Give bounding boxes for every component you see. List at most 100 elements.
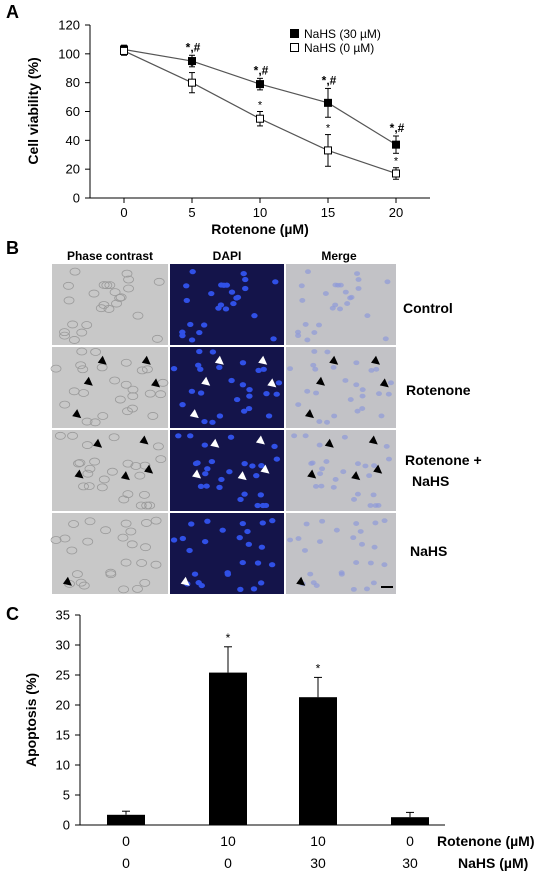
y-tick-label: 60 [66,104,80,119]
arrowhead-marker [189,409,199,419]
cell-outline [88,289,100,298]
nucleus [355,286,362,291]
cell-outline [76,328,88,337]
nucleus [355,277,362,282]
nucleus [197,390,205,396]
arrowhead-marker [368,435,378,445]
cell-outline [144,389,156,398]
data-point [392,169,400,178]
cell-outline [75,578,87,587]
panel-c-bar-chart: 0 5 10 15 20 25 30 35 * * Apoptosis (%) 0 0 10 0 10 3… [23,608,535,872]
nucleus [329,305,336,311]
nucleus [241,461,248,467]
cell-outline [132,584,143,593]
nucleus [302,322,309,327]
nucleus [197,366,204,372]
arrowhead-marker [255,435,265,445]
nucleus [228,289,236,295]
cell-outline [122,459,134,468]
arrowhead-marker [214,355,224,365]
nucleus [191,571,199,577]
rotenone-value: 0 [406,833,414,849]
row-label-rotenone-plus: Rotenone + [405,452,482,468]
cell-outline [100,526,112,535]
row-label-rotenone: Rotenone [406,382,471,398]
cell-outline [109,288,121,297]
nucleus [301,548,308,553]
column-label-merge: Merge [321,249,357,263]
nucleus [287,366,294,372]
arrowhead-marker [139,435,149,445]
nucleus [304,269,311,275]
nucleus [295,333,302,339]
nucleus [371,544,378,550]
data-point [324,98,332,107]
bar [209,672,247,825]
cell-outline [120,519,132,528]
arrowhead-marker [316,376,325,386]
cell-outline [121,269,133,278]
arrowhead-marker [72,409,82,419]
cell-outline [84,517,96,526]
nucleus [251,313,258,319]
cell-outline [136,366,148,375]
cell-outline [118,585,129,594]
cell-outline [108,433,120,442]
nucleus [236,535,243,541]
nucleus [319,466,326,472]
arrowhead-marker [83,376,93,386]
cell-outline [153,442,164,451]
nucleus [201,442,209,448]
nucleus [259,520,266,526]
rotenone-value: 10 [310,833,326,849]
nucleus [357,529,364,534]
nucleus [249,463,256,469]
arrowhead-marker [379,378,389,388]
cell-outline [130,462,142,470]
y-tick-label: 5 [63,788,70,803]
significance-label: * [326,123,331,135]
nucleus [183,297,191,304]
nucleus [196,329,203,336]
cell-outline [81,417,93,426]
y-tick-label: 100 [58,46,80,61]
cell-outline [141,501,153,510]
nucleus [239,360,247,366]
nucleus [295,536,302,541]
cell-outline [59,534,71,543]
cell-outline [155,455,167,463]
cell-outline [68,520,79,528]
nucleus [239,559,246,566]
cell-outline [152,334,163,343]
cell-outline [114,294,126,302]
column-label-dapi: DAPI [213,249,242,263]
cell-outline [105,568,117,577]
nucleus [215,305,222,311]
nucleus [239,382,247,388]
nucleus [242,276,249,283]
nucleus [319,518,326,524]
nucleus [354,491,361,497]
nucleus [204,518,211,524]
cell-outline [63,281,74,290]
row-label-rotenone-plus-nahs: NaHS [412,473,449,489]
y-tick-label: 25 [56,668,70,683]
arrowhead-marker [141,355,151,365]
nucleus [368,367,375,373]
data-point [324,146,332,155]
cell-outline [66,546,78,555]
cell-outline [77,365,89,374]
cell-outline [83,482,95,490]
cell-outline [136,559,148,567]
nucleus [359,393,366,399]
nucleus [216,484,223,490]
cell-outline [90,348,102,356]
x-tick-label: 15 [321,205,335,220]
cell-outline [111,299,122,308]
cell-outline [97,412,109,420]
nucleus [197,483,205,489]
cell-outline [120,358,132,367]
nucleus [170,366,178,372]
nucleus [340,469,347,475]
nucleus [263,391,270,397]
